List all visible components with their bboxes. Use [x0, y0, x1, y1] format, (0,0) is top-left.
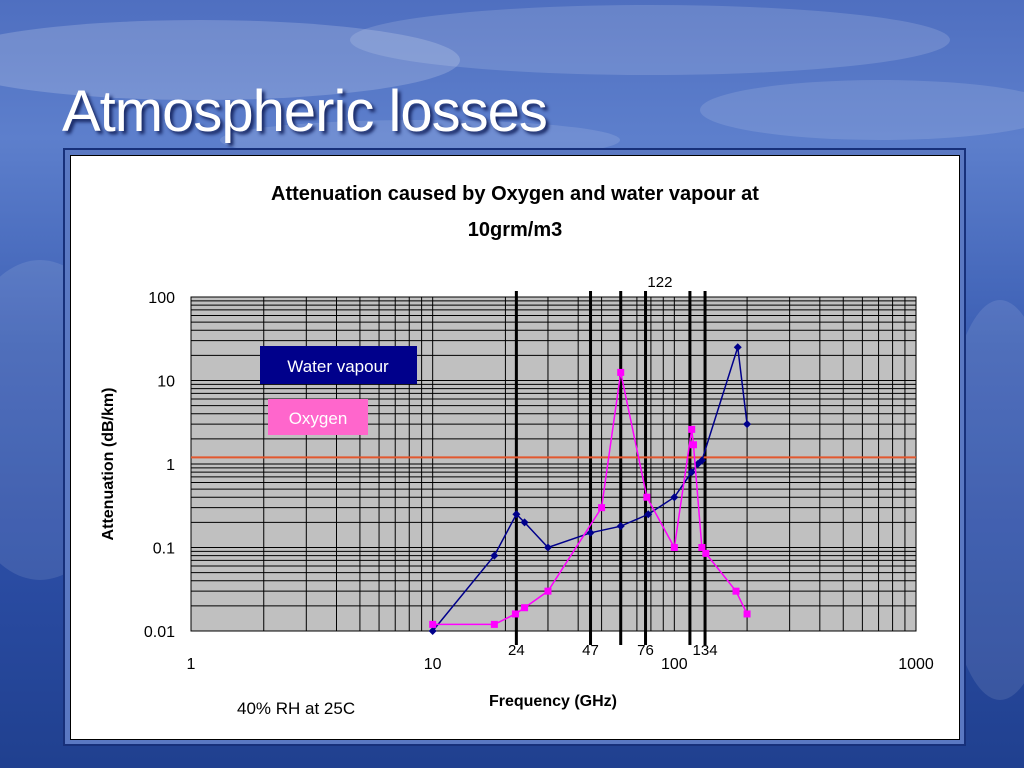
y-tick-label: 0.01 [144, 624, 175, 641]
data-point-water-vapour [428, 627, 437, 635]
data-point-oxygen [511, 610, 519, 618]
data-point-oxygen [617, 368, 625, 376]
data-point-water-vapour [586, 528, 595, 537]
y-tick-label: 10 [157, 374, 175, 391]
data-point-oxygen [643, 493, 651, 501]
series-layer [428, 343, 752, 635]
data-point-oxygen [689, 441, 697, 449]
data-point-water-vapour [543, 543, 552, 552]
data-point-water-vapour [490, 551, 499, 560]
frequency-marker-label: 134 [693, 642, 718, 659]
chart-area: Attenuation caused by Oxygen and water v… [70, 155, 960, 740]
axes: 100 10 1 0.1 0.01 1 10 100 1000 [144, 290, 934, 673]
frequency-marker-label: 76 [637, 642, 654, 659]
data-point-oxygen [490, 620, 498, 628]
legend-label-water-vapour: Water vapour [287, 357, 389, 376]
data-point-oxygen [698, 544, 706, 551]
chart-title-line-1: Attenuation caused by Oxygen and water v… [271, 183, 759, 205]
data-point-oxygen [598, 504, 606, 512]
y-tick-label: 1 [166, 457, 175, 474]
humidity-note: 40% RH at 25C [237, 699, 355, 718]
data-point-water-vapour [733, 343, 742, 352]
data-point-oxygen [743, 610, 751, 618]
data-point-water-vapour [520, 518, 529, 527]
slide-title: Atmospheric losses [62, 79, 548, 144]
y-tick-label: 100 [148, 290, 175, 307]
frequency-marker-label: 47 [582, 642, 599, 659]
legend-box-oxygen [268, 399, 368, 435]
data-point-oxygen [688, 425, 696, 433]
frequency-marker-label: 122 [647, 274, 672, 291]
y-axis-label: Attenuation (dB/km) [100, 388, 117, 541]
chart-title-line-2: 10grm/m3 [468, 219, 563, 241]
data-point-water-vapour [697, 456, 706, 465]
data-point-oxygen [429, 620, 437, 628]
legend: Water vapour Oxygen [260, 346, 417, 435]
data-point-water-vapour [616, 522, 625, 531]
x-tick-label: 1 [187, 656, 196, 673]
x-tick-label: 1000 [898, 656, 934, 673]
data-point-water-vapour [670, 493, 679, 502]
data-point-oxygen [702, 549, 710, 557]
x-axis-label: Frequency (GHz) [489, 693, 617, 710]
frequency-marker-label: 24 [508, 642, 525, 659]
data-point-water-vapour [687, 468, 696, 477]
legend-box-water-vapour [260, 346, 417, 384]
data-point-oxygen [732, 587, 740, 595]
frequency-markers: 24 47 76 122 134 [508, 274, 718, 659]
data-point-water-vapour [512, 510, 521, 519]
data-point-water-vapour [743, 420, 752, 429]
data-point-oxygen [521, 604, 529, 612]
x-tick-label: 100 [661, 656, 688, 673]
data-point-oxygen [544, 587, 552, 595]
data-point-oxygen [670, 544, 678, 551]
legend-label-oxygen: Oxygen [289, 409, 348, 428]
attenuation-chart: Attenuation caused by Oxygen and water v… [100, 183, 934, 718]
x-tick-label: 10 [424, 656, 442, 673]
y-tick-label: 0.1 [153, 541, 175, 558]
